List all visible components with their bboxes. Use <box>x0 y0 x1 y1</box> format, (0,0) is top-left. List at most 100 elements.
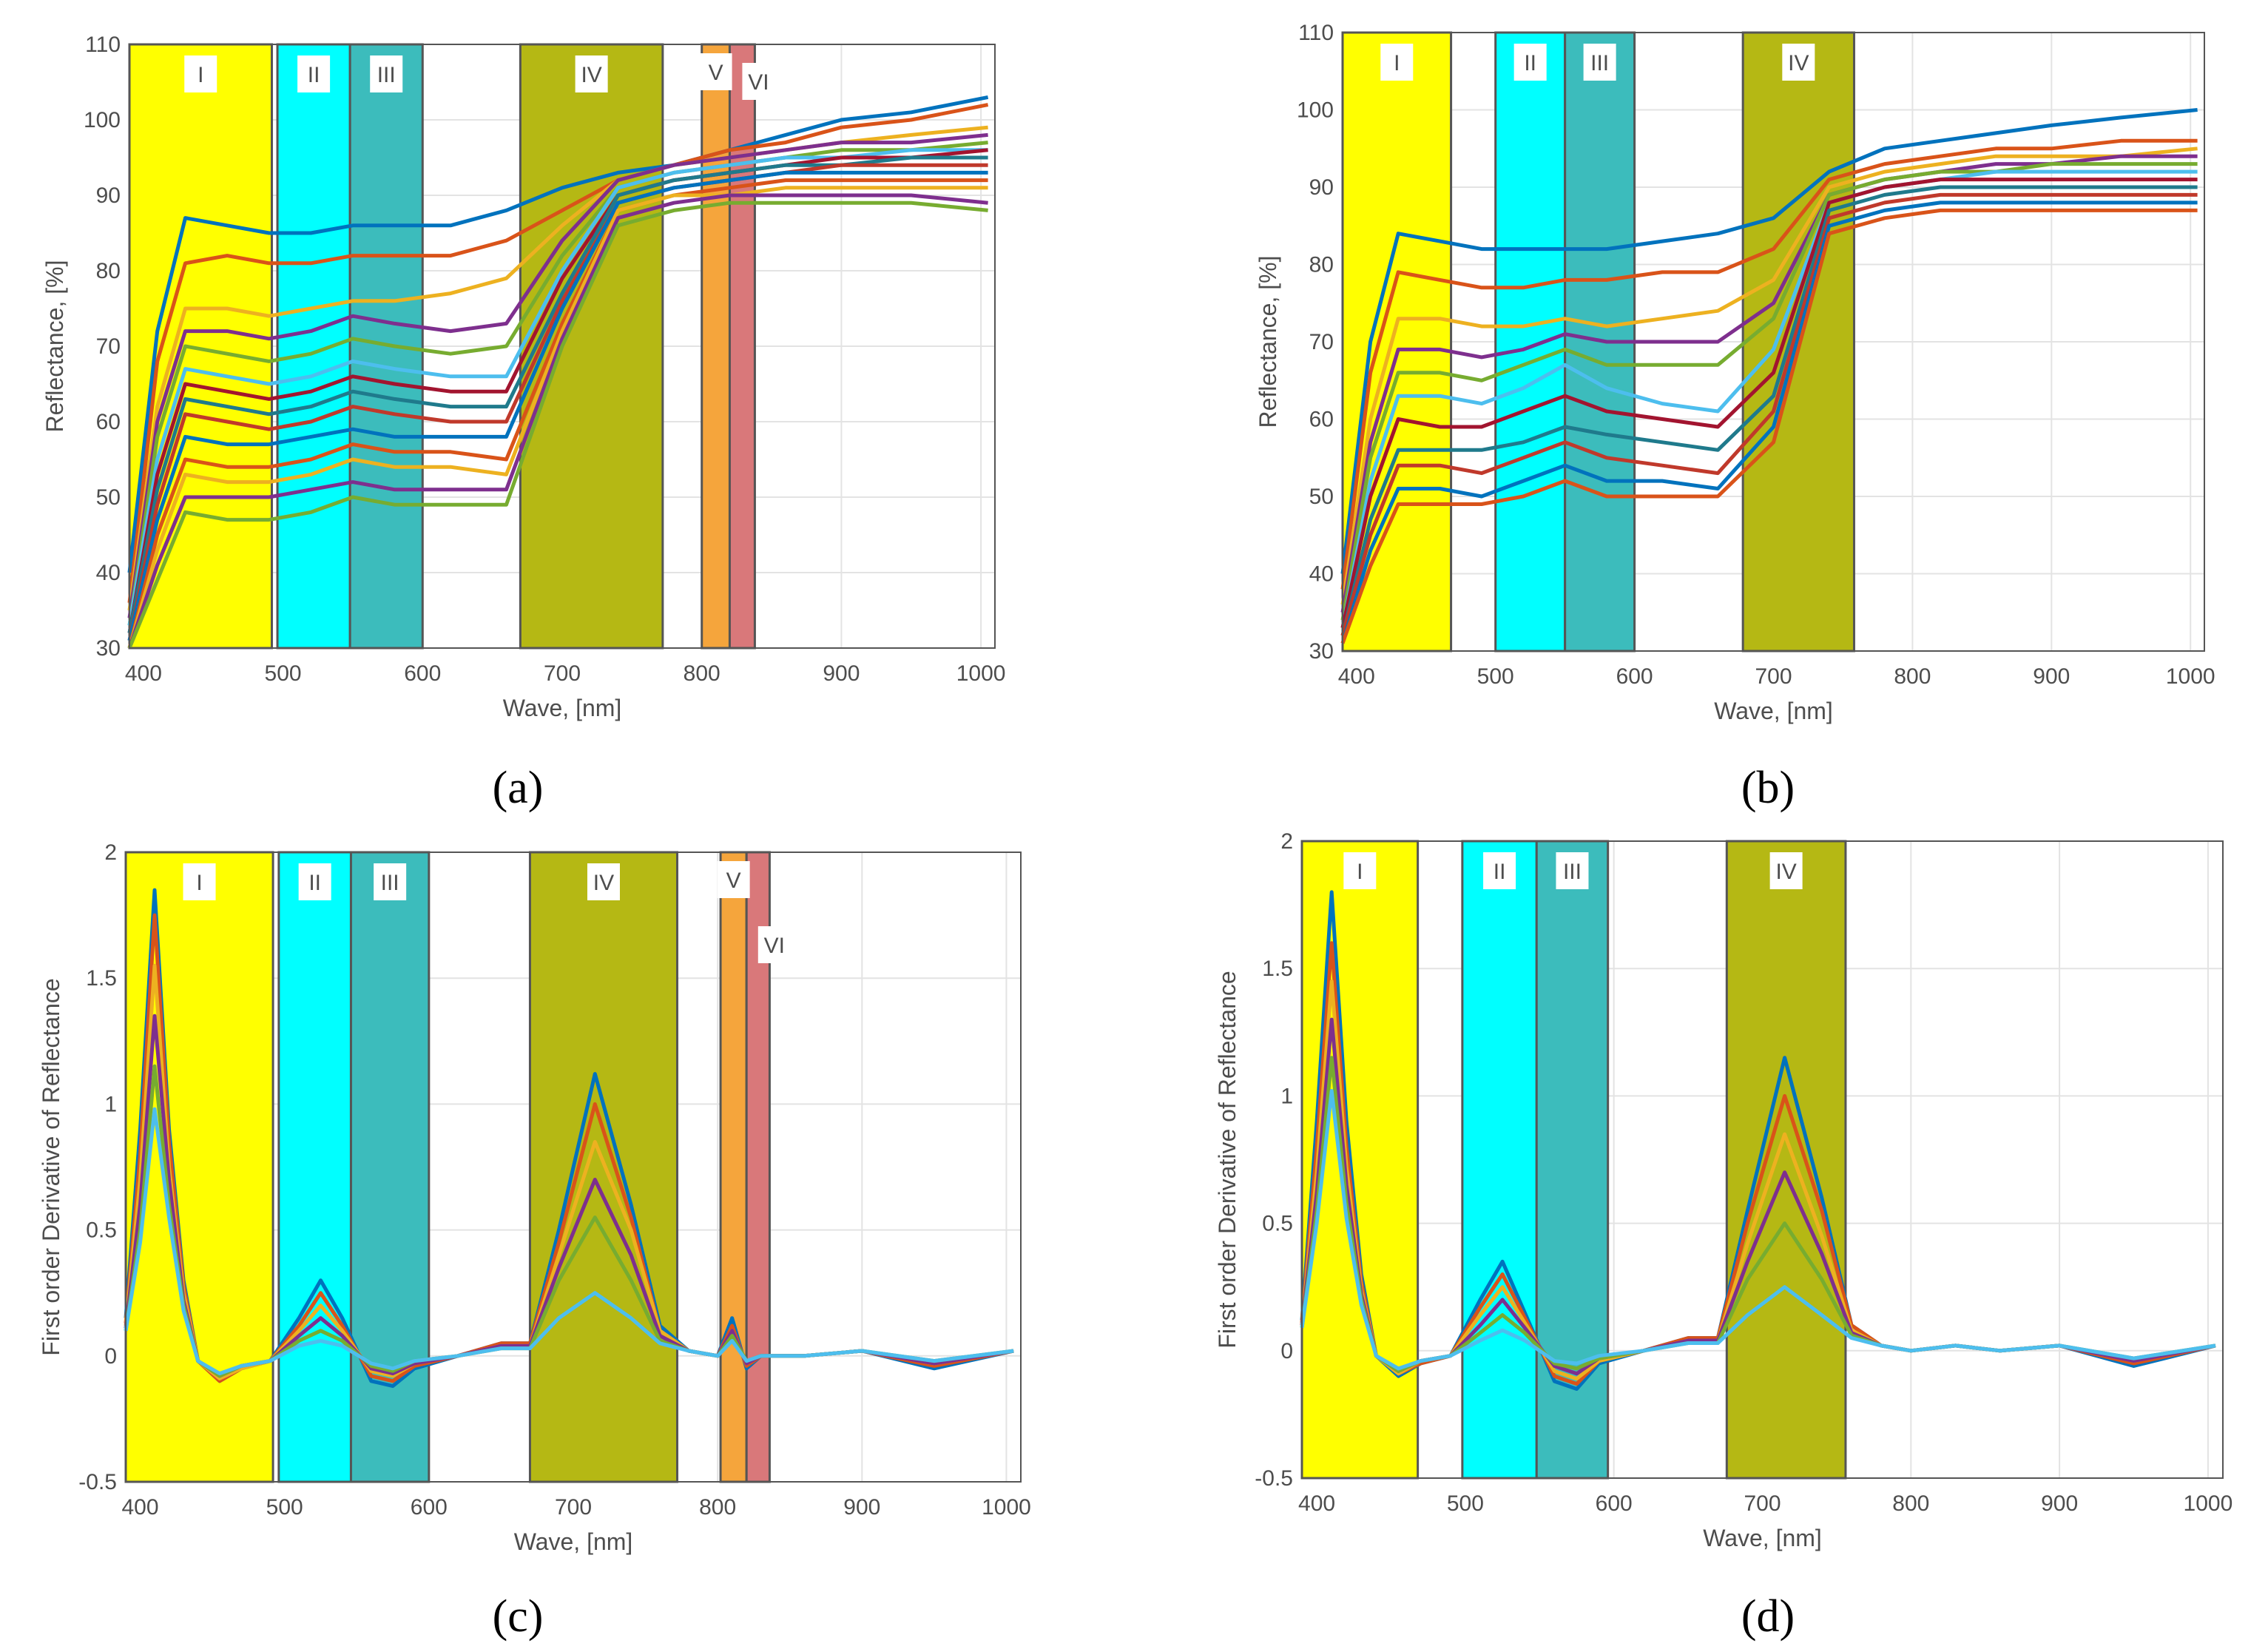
axes-frame <box>1301 840 2224 1479</box>
y-tick-label: 1 <box>1280 1084 1293 1108</box>
band-label-box-II <box>1513 44 1547 81</box>
series-line-curve-1 <box>127 95 989 573</box>
y-tick-label: 0.5 <box>86 1218 117 1243</box>
x-tick-label: 1000 <box>982 1495 1031 1520</box>
series-line-curve-12 <box>127 186 988 649</box>
x-axis-label: Wave, [nm] <box>1703 1525 1822 1551</box>
band-V <box>701 43 731 650</box>
x-tick-label: 600 <box>1616 664 1653 689</box>
band-VI <box>728 43 756 650</box>
x-tick-label: 700 <box>1744 1491 1781 1516</box>
band-label-III: III <box>377 63 396 87</box>
band-label-I: I <box>1357 860 1363 884</box>
x-axis-label: Wave, [nm] <box>503 695 622 721</box>
band-label-IV: IV <box>581 63 601 87</box>
band-label-III: III <box>1563 860 1582 884</box>
band-II <box>276 43 351 650</box>
band-label-I: I <box>1394 51 1400 75</box>
y-tick-label: 1 <box>104 1092 117 1116</box>
y-tick-label: 1.5 <box>1262 957 1293 981</box>
y-axis-label: First order Derivative of Reflectance <box>38 978 64 1355</box>
series-line-curve-9 <box>1340 192 2198 636</box>
y-tick-label: 60 <box>1309 408 1334 432</box>
series-line-curve-3 <box>1340 146 2198 605</box>
band-label-V: V <box>709 61 723 85</box>
band-label-IV: IV <box>1788 51 1809 75</box>
series-line-curve-4 <box>1340 154 2198 613</box>
band-label-III: III <box>1590 51 1609 75</box>
series-line-curve-11 <box>127 178 988 649</box>
y-tick-label: 0.5 <box>1262 1212 1293 1236</box>
y-tick-label: 50 <box>96 485 121 510</box>
series-line-curve-11 <box>1340 208 2198 644</box>
band-label-II: II <box>1494 860 1506 884</box>
band-III <box>349 851 431 1483</box>
y-tick-label: 2 <box>1280 829 1293 854</box>
x-tick-label: 700 <box>555 1495 592 1520</box>
x-tick-label: 900 <box>2041 1491 2078 1516</box>
x-tick-label: 900 <box>843 1495 880 1520</box>
band-label-box-I <box>184 55 217 92</box>
band-label-box-V <box>717 861 750 898</box>
band-label-box-I <box>1343 852 1377 889</box>
y-tick-label: 80 <box>96 259 121 283</box>
x-tick-label: 800 <box>699 1495 736 1520</box>
x-tick-label: 600 <box>1596 1491 1633 1516</box>
x-tick-label: 1000 <box>2166 664 2215 689</box>
band-label-box-V <box>699 53 732 90</box>
series-line-curve-2 <box>127 103 989 604</box>
band-label-box-I <box>183 863 216 900</box>
band-label-IV: IV <box>593 871 614 895</box>
panel-label-d: (d) <box>1741 1591 1795 1642</box>
y-tick-label: 70 <box>1309 330 1334 354</box>
series-line-d-6 <box>124 1107 1014 1376</box>
panel-label-c: (c) <box>493 1591 544 1642</box>
series-line-curve-1 <box>1340 108 2198 574</box>
axes-frame <box>1342 32 2205 652</box>
x-tick-label: 400 <box>125 661 162 686</box>
band-label-box-VI <box>757 926 791 963</box>
x-tick-label: 700 <box>1755 664 1792 689</box>
series-line-curve-6 <box>127 148 988 626</box>
x-tick-label: 400 <box>121 1495 158 1520</box>
y-tick-label: 70 <box>96 334 121 359</box>
x-tick-label: 900 <box>823 661 860 686</box>
x-tick-label: 800 <box>1892 1491 1929 1516</box>
y-tick-label: 30 <box>96 636 121 661</box>
series-line-curve-8 <box>1340 185 2198 636</box>
band-label-II: II <box>1524 51 1536 75</box>
y-tick-label: 0 <box>104 1344 117 1369</box>
x-tick-label: 500 <box>266 1495 303 1520</box>
band-IV <box>1725 840 1847 1480</box>
y-tick-label: 50 <box>1309 485 1334 509</box>
band-label-box-II <box>1483 852 1516 889</box>
y-tick-label: 90 <box>1309 175 1334 200</box>
x-tick-label: 800 <box>684 661 720 686</box>
panel-label-a: (a) <box>493 763 544 813</box>
band-V <box>719 851 748 1483</box>
series-line-curve-8 <box>127 155 988 634</box>
band-label-IV: IV <box>1775 860 1796 884</box>
band-label-box-I <box>1380 44 1414 81</box>
y-tick-label: 2 <box>104 840 117 865</box>
x-tick-label: 500 <box>265 661 302 686</box>
x-tick-label: 700 <box>544 661 581 686</box>
series-line-curve-10 <box>1340 200 2198 644</box>
band-label-II: II <box>308 871 321 895</box>
axes-frame <box>129 44 996 649</box>
band-label-V: V <box>726 869 741 893</box>
y-tick-label: 40 <box>96 561 121 585</box>
band-label-I: I <box>196 871 202 895</box>
x-tick-label: 900 <box>2033 664 2070 689</box>
band-label-box-III <box>1556 852 1589 889</box>
band-label-II: II <box>308 63 320 87</box>
band-label-box-III <box>374 863 407 900</box>
band-label-box-VI <box>742 63 775 100</box>
band-label-I: I <box>198 63 203 87</box>
x-tick-label: 600 <box>411 1495 448 1520</box>
x-axis-label: Wave, [nm] <box>1714 698 1833 724</box>
y-tick-label: -0.5 <box>78 1470 117 1494</box>
